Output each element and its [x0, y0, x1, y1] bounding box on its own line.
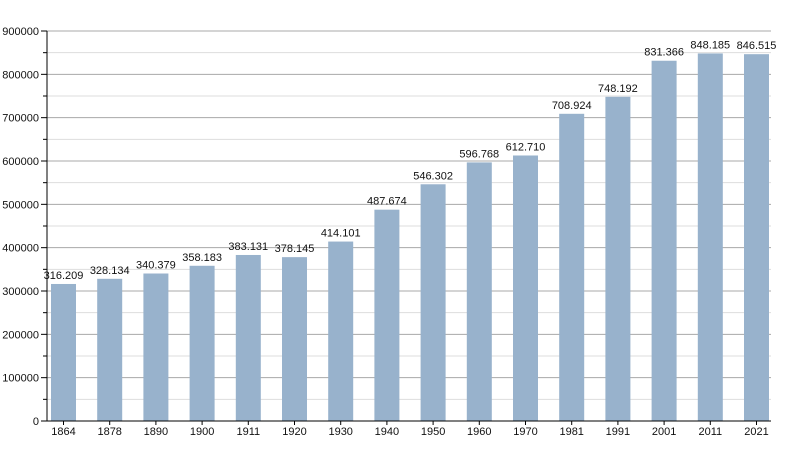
data-label: 612.710 — [506, 141, 546, 153]
x-tick-label: 1940 — [375, 426, 399, 438]
x-tick-label: 1890 — [144, 426, 168, 438]
y-tick-label: 900000 — [2, 26, 39, 38]
x-tick-label: 1981 — [559, 426, 583, 438]
bar-1940 — [374, 209, 400, 421]
x-tick-label: 1911 — [236, 426, 260, 438]
data-label: 487.674 — [367, 196, 407, 208]
bar-2001 — [651, 60, 677, 422]
y-tick-label: 800000 — [2, 69, 39, 81]
data-label: 848.185 — [690, 39, 730, 51]
x-tick-label: 2001 — [652, 426, 676, 438]
data-label: 316.209 — [44, 270, 84, 282]
x-tick-label: 1864 — [51, 426, 75, 438]
x-tick-label: 2021 — [744, 426, 768, 438]
bar-1981 — [559, 113, 585, 422]
y-tick-label: 400000 — [2, 243, 39, 255]
x-tick-label: 1991 — [606, 426, 630, 438]
bar-1900 — [189, 265, 215, 421]
x-tick-label: 1920 — [282, 426, 306, 438]
y-tick-label: 700000 — [2, 113, 39, 125]
bar-1911 — [235, 254, 261, 421]
data-label: 708.924 — [552, 100, 592, 112]
bar-2011 — [697, 53, 723, 422]
data-label: 358.183 — [182, 252, 222, 264]
y-tick-label: 500000 — [2, 199, 39, 211]
x-tick-label: 1878 — [97, 426, 121, 438]
bar-1920 — [282, 257, 307, 421]
data-label: 748.192 — [598, 83, 638, 95]
bar-1991 — [605, 96, 631, 421]
data-label: 546.302 — [413, 170, 453, 182]
bar-1930 — [328, 241, 354, 421]
bar-1864 — [51, 283, 76, 421]
x-tick-label: 1950 — [421, 426, 445, 438]
bar-1960 — [466, 162, 492, 422]
y-tick-label: 600000 — [2, 156, 39, 168]
x-tick-label: 1930 — [328, 426, 352, 438]
bar-2021 — [744, 54, 769, 422]
bar-1950 — [420, 184, 446, 421]
data-label: 383.131 — [228, 241, 268, 253]
data-label: 596.768 — [459, 148, 499, 160]
y-tick-label: 0 — [33, 416, 39, 428]
x-tick-label: 1970 — [513, 426, 537, 438]
data-label: 831.366 — [644, 47, 684, 59]
data-label: 340.379 — [136, 260, 176, 272]
bar-1970 — [513, 155, 538, 421]
bar-1878 — [97, 278, 123, 421]
data-label: 378.145 — [275, 243, 315, 255]
x-tick-label: 1900 — [190, 426, 214, 438]
bar-1890 — [143, 273, 169, 421]
y-tick-label: 200000 — [2, 329, 39, 341]
data-label: 328.134 — [90, 265, 130, 277]
data-label: 414.101 — [321, 228, 361, 240]
y-tick-label: 100000 — [2, 373, 39, 385]
data-label: 846.515 — [737, 40, 777, 52]
x-tick-label: 1960 — [467, 426, 491, 438]
x-tick-label: 2011 — [698, 426, 722, 438]
y-tick-label: 300000 — [2, 286, 39, 298]
